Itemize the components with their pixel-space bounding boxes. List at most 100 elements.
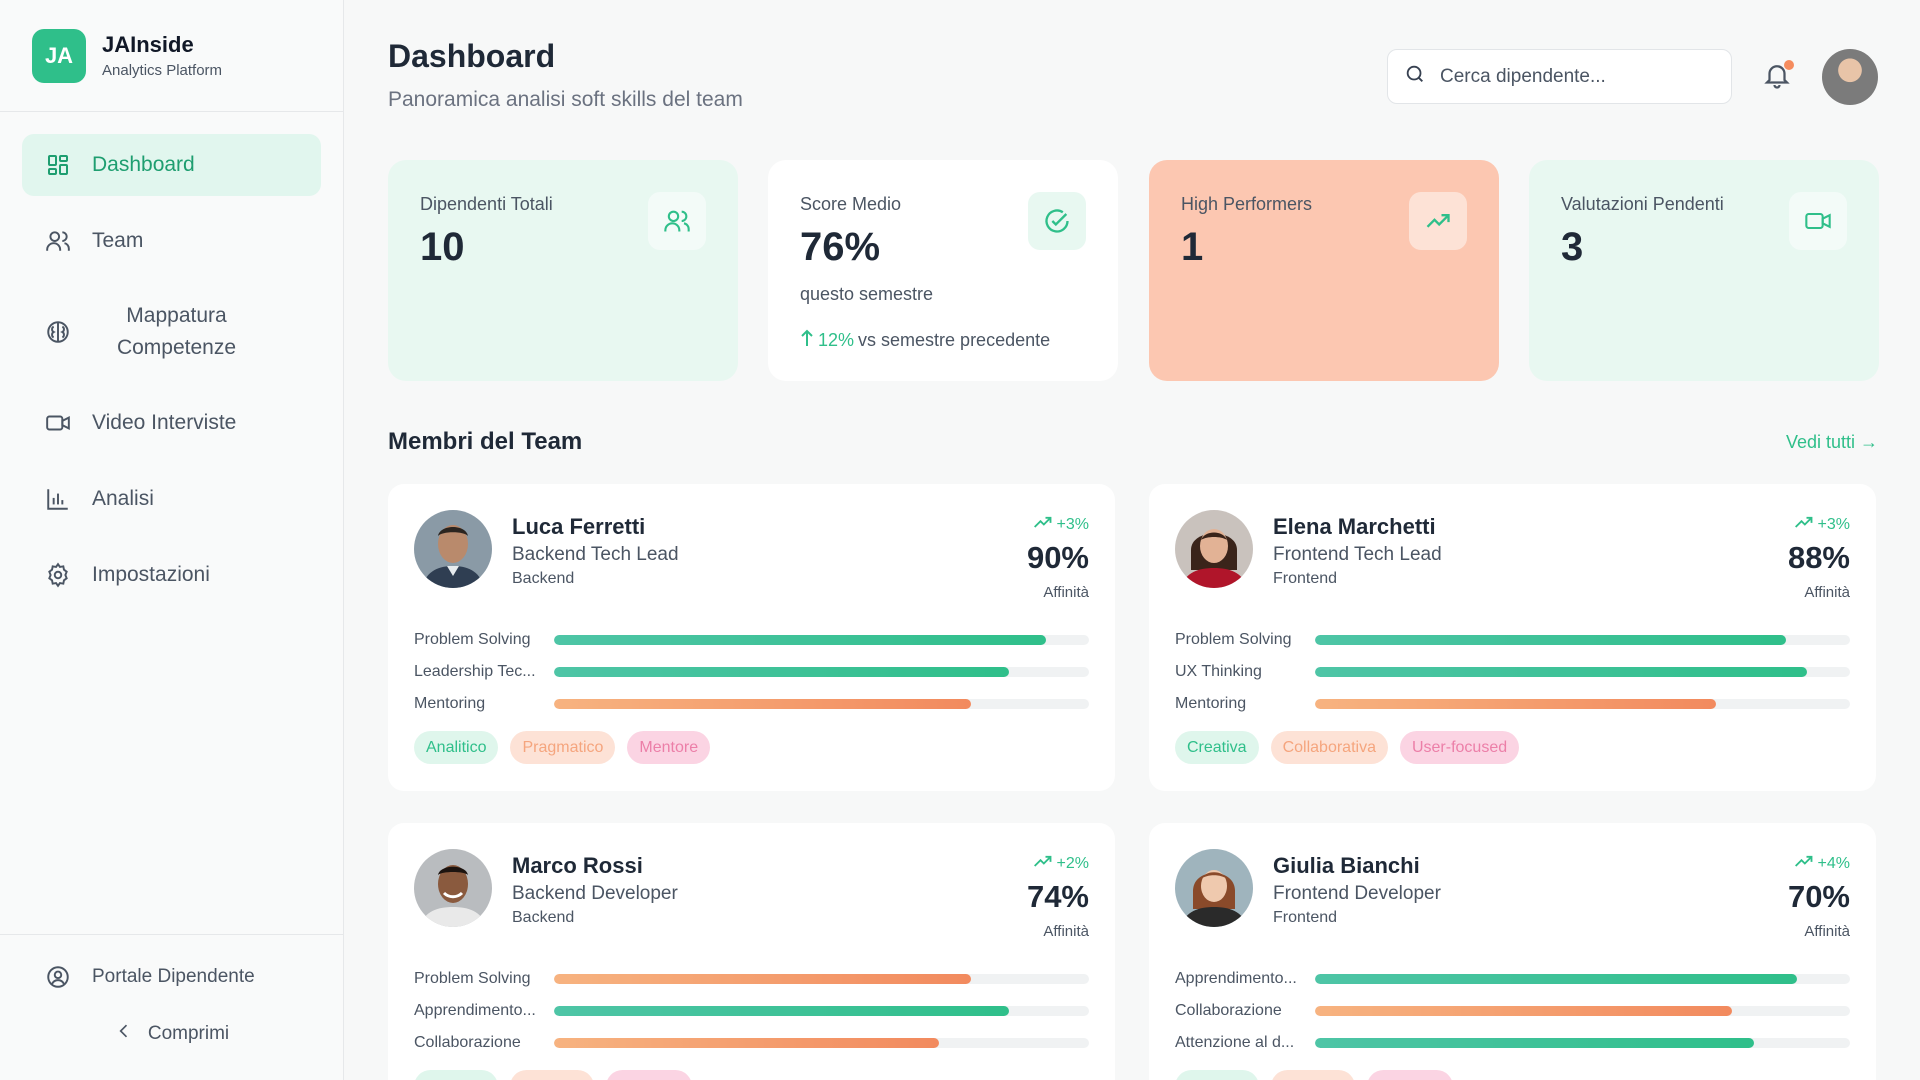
avatar — [1175, 510, 1253, 588]
notifications-button[interactable] — [1762, 60, 1796, 94]
brand-name: JAInside — [102, 32, 194, 57]
skill-name: Attenzione al d... — [1175, 1034, 1295, 1051]
skill-bar — [1315, 667, 1850, 677]
search-input[interactable] — [1440, 65, 1710, 88]
stat-trend: 12% vs semestre precedente — [800, 329, 1086, 352]
skill-bar-fill — [554, 699, 972, 709]
tags — [414, 1070, 692, 1080]
skill-bar — [554, 1038, 1089, 1048]
trait-tag: Collaborativa — [1270, 731, 1388, 764]
skill-row: Problem Solving — [1175, 624, 1850, 656]
member-card[interactable]: Elena Marchetti Frontend Tech Lead Front… — [1149, 484, 1876, 791]
arrow-up-icon — [800, 329, 814, 352]
trait-tag: Creativa — [1175, 731, 1259, 764]
avatar — [414, 849, 492, 927]
skill-row: Leadership Tec... — [414, 656, 1089, 688]
stat-card-employees: Dipendenti Totali 10 — [388, 160, 738, 381]
skill-bar — [1315, 1038, 1850, 1048]
users-icon — [44, 227, 72, 255]
score-delta: +4% — [1794, 853, 1850, 874]
collapse-label: Comprimi — [147, 1023, 230, 1044]
brand-logo[interactable]: JA — [32, 28, 86, 83]
skill-name: Problem Solving — [414, 631, 531, 648]
sidebar-item-team[interactable]: Team — [22, 210, 321, 272]
member-name: Luca Ferretti — [512, 514, 646, 539]
trait-tag — [1271, 1070, 1355, 1080]
score-delta: +3% — [1794, 514, 1850, 535]
skill-row: Mentoring — [1175, 688, 1850, 720]
skill-name: Problem Solving — [414, 970, 531, 987]
sidebar-item-label: Video Interviste — [92, 411, 237, 434]
stat-label: Dipendenti Totali — [420, 194, 553, 214]
affinity-label: Affinità — [1043, 923, 1089, 940]
skill-bar — [1315, 1006, 1850, 1016]
skill-bar-fill — [1315, 699, 1717, 709]
bar-chart-icon — [44, 485, 72, 513]
trend-value: 12% — [818, 330, 855, 350]
sidebar-item-impostazioni[interactable]: Impostazioni — [22, 544, 321, 606]
skill-name: Leadership Tec... — [414, 663, 536, 680]
trait-tag: Pragmatico — [510, 731, 616, 764]
see-all-link[interactable]: Vedi tutti → — [1785, 432, 1878, 452]
sidebar-item-analisi[interactable]: Analisi — [22, 468, 321, 530]
member-card[interactable]: Marco Rossi Backend Developer Backend +2… — [388, 823, 1115, 1080]
skill-name: Problem Solving — [1175, 631, 1292, 648]
trend-up-icon — [1794, 853, 1814, 874]
member-name: Giulia Bianchi — [1273, 853, 1420, 878]
stat-note: questo semestre — [800, 284, 934, 304]
skill-row: Mentoring — [414, 688, 1089, 720]
page-title: Dashboard — [388, 38, 556, 74]
main-content: Dashboard Panoramica analisi soft skills… — [344, 0, 1920, 1080]
skill-bar — [554, 635, 1089, 645]
skill-bar-fill — [1315, 1006, 1733, 1016]
skill-bar — [554, 699, 1089, 709]
skill-row: Collaborazione — [1175, 995, 1850, 1027]
skill-bar-fill — [1315, 635, 1786, 645]
skill-row: Collaborazione — [414, 1027, 1089, 1059]
chevron-left-icon — [114, 1021, 134, 1047]
sidebar-item-mappatura[interactable]: Mappatura Competenze — [22, 286, 321, 378]
member-name: Marco Rossi — [512, 853, 643, 878]
tags: Creativa Collaborativa User-focused — [1175, 731, 1520, 764]
skill-row: Apprendimento... — [414, 995, 1089, 1027]
search-box — [1387, 49, 1732, 104]
skill-name: Mentoring — [414, 695, 486, 712]
stat-label: High Performers — [1181, 194, 1313, 214]
skill-bar-fill — [554, 667, 1009, 677]
portal-label: Portale Dipendente — [92, 966, 255, 987]
trait-tag — [510, 1070, 594, 1080]
delta-value: +3% — [1817, 515, 1850, 533]
sidebar-item-video[interactable]: Video Interviste — [22, 392, 321, 454]
skill-bar-fill — [554, 635, 1047, 645]
notification-dot — [1784, 60, 1794, 70]
delta-value: +3% — [1056, 515, 1089, 533]
section-title: Membri del Team — [388, 428, 583, 455]
skill-bar — [1315, 974, 1850, 984]
skills-list: Apprendimento... Collaborazione Attenzione… — [1175, 963, 1850, 1059]
stat-card-pending: Valutazioni Pendenti 3 — [1529, 160, 1879, 381]
score-delta: +2% — [1033, 853, 1089, 874]
stat-card-high-performers: High Performers 1 — [1149, 160, 1499, 381]
stat-value: 76% — [800, 225, 881, 269]
stat-card-score: Score Medio 76% questo semestre 12% vs s… — [768, 160, 1118, 381]
portal-button[interactable]: Portale Dipendente — [0, 963, 343, 991]
tags: Analitico Pragmatico Mentore — [414, 731, 711, 764]
member-card[interactable]: Giulia Bianchi Frontend Developer Fronte… — [1149, 823, 1876, 1080]
brain-icon — [44, 318, 72, 346]
collapse-button[interactable]: Comprimi — [0, 1021, 343, 1047]
trend-up-icon — [1794, 514, 1814, 535]
member-card[interactable]: Luca Ferretti Backend Tech Lead Backend … — [388, 484, 1115, 791]
gear-icon — [44, 561, 72, 589]
search-icon — [1404, 63, 1426, 90]
skill-row: Problem Solving — [414, 963, 1089, 995]
bell-icon — [1762, 65, 1792, 94]
video-icon — [1789, 192, 1847, 250]
user-avatar[interactable] — [1822, 49, 1878, 105]
skill-row: Apprendimento... — [1175, 963, 1850, 995]
skill-bar-fill — [1315, 1038, 1754, 1048]
users-icon — [648, 192, 706, 250]
skill-bar-fill — [554, 974, 972, 984]
skill-name: Apprendimento... — [414, 1002, 536, 1019]
sidebar-item-dashboard[interactable]: Dashboard — [22, 134, 321, 196]
skill-row: Attenzione al d... — [1175, 1027, 1850, 1059]
